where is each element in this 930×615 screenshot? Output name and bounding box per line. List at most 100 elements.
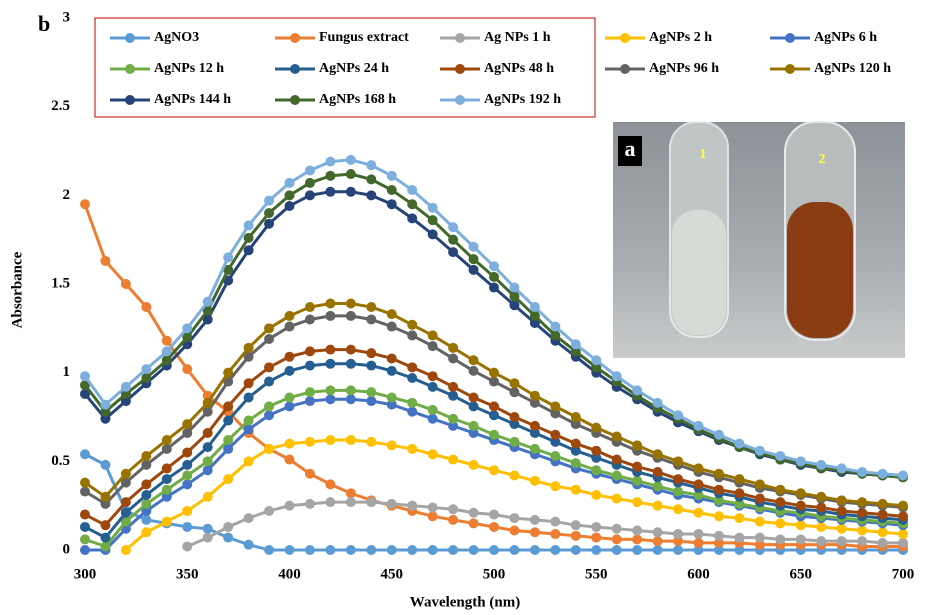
data-point (407, 500, 418, 511)
data-point (366, 348, 377, 359)
data-point (264, 376, 275, 387)
data-point (366, 545, 377, 555)
data-point (120, 477, 131, 488)
data-point (223, 264, 234, 275)
data-point (673, 486, 684, 497)
data-point (427, 449, 438, 460)
data-point (386, 440, 397, 451)
data-point (713, 429, 724, 440)
data-point (713, 511, 724, 522)
x-tick-label: 450 (381, 566, 404, 582)
data-point (386, 399, 397, 410)
data-point (284, 401, 295, 412)
data-point (836, 463, 847, 474)
data-point (489, 410, 499, 421)
data-point (509, 291, 520, 302)
data-point (243, 220, 254, 231)
data-point (202, 305, 213, 316)
data-point (427, 330, 438, 341)
data-point (448, 390, 459, 401)
data-point (550, 321, 561, 332)
data-point (243, 378, 254, 389)
data-point (304, 468, 315, 479)
legend-marker (620, 33, 630, 43)
data-point (325, 358, 336, 369)
legend-label: AgNPs 2 h (649, 30, 712, 45)
data-point (407, 545, 418, 555)
legend-marker (125, 33, 135, 43)
data-point (632, 545, 643, 555)
data-point (80, 380, 90, 391)
data-point (223, 474, 234, 485)
data-point (120, 468, 131, 479)
data-point (284, 190, 295, 201)
data-point (509, 412, 520, 422)
data-point (223, 401, 234, 412)
data-point (448, 222, 459, 233)
data-point (141, 490, 152, 501)
data-point (673, 474, 684, 485)
data-point (734, 545, 745, 555)
data-point (591, 465, 602, 476)
data-point (713, 545, 724, 555)
data-point (775, 451, 786, 462)
data-point (202, 397, 213, 408)
data-point (898, 500, 908, 511)
data-point (345, 545, 356, 555)
data-point (795, 534, 806, 545)
data-point (345, 154, 356, 165)
data-point (509, 513, 520, 524)
y-tick-label: 3 (63, 9, 71, 25)
data-point (284, 545, 295, 555)
data-point (509, 525, 520, 536)
series (182, 497, 908, 552)
data-point (284, 177, 295, 188)
data-point (345, 358, 356, 369)
data-point (141, 527, 152, 538)
y-tick-label: 2 (63, 187, 71, 203)
data-point (120, 507, 131, 518)
series (80, 298, 908, 511)
data-point (857, 507, 868, 518)
data-point (202, 406, 213, 417)
data-point (652, 449, 663, 460)
data-point (529, 475, 540, 486)
data-point (386, 353, 397, 364)
data-point (468, 355, 479, 366)
data-point (182, 470, 193, 481)
data-point (468, 518, 479, 529)
legend-label: AgNPs 120 h (814, 61, 891, 76)
data-point (509, 470, 520, 481)
data-point (284, 351, 295, 362)
data-point (591, 545, 602, 555)
data-point (448, 247, 459, 258)
data-point (80, 388, 90, 399)
series (80, 154, 908, 481)
data-point (570, 458, 581, 469)
data-point (489, 376, 499, 387)
inset-label: a (625, 136, 636, 161)
data-point (243, 415, 254, 426)
data-point (468, 459, 479, 470)
data-point (734, 488, 745, 499)
data-point (693, 529, 704, 540)
data-point (673, 545, 684, 555)
data-point (816, 502, 827, 513)
data-point (100, 459, 111, 470)
data-point (223, 443, 234, 454)
legend-marker (455, 64, 465, 74)
data-point (161, 474, 172, 485)
data-point (345, 385, 356, 396)
data-point (243, 539, 254, 550)
data-point (673, 536, 684, 547)
data-point (652, 536, 663, 547)
data-point (632, 534, 643, 545)
data-point (775, 497, 786, 508)
data-point (591, 521, 602, 532)
data-point (182, 541, 193, 552)
data-point (775, 518, 786, 529)
data-point (366, 360, 377, 371)
data-point (182, 521, 193, 532)
data-point (857, 536, 868, 547)
data-point (898, 529, 908, 540)
